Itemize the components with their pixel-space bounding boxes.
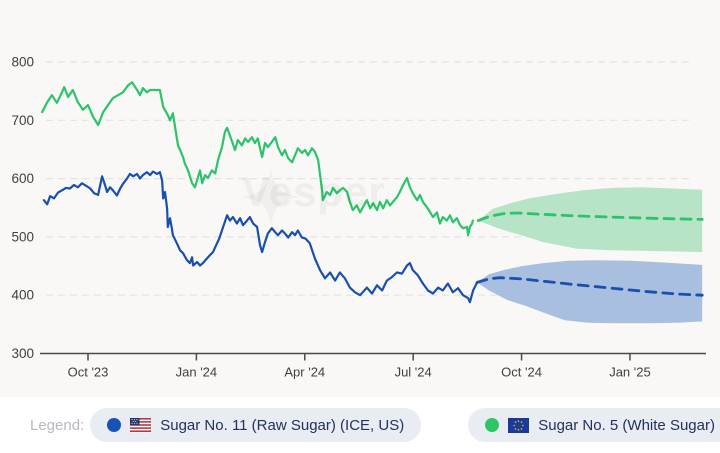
sugar11-history-line: [42, 170, 479, 304]
x-tick-label: Oct '23: [68, 365, 109, 380]
sugar5-history-line: [40, 81, 474, 237]
x-tick-label: Jan '25: [609, 365, 651, 380]
x-tick-label: Apr '24: [284, 365, 325, 380]
x-tick-label: Jul '24: [395, 365, 432, 380]
sugar11-series-dot-icon: [107, 418, 122, 432]
legend-item-label: Sugar No. 11 (Raw Sugar) (ICE, US): [160, 416, 405, 434]
legend-bar: Legend: Sugar No. 11 (Raw Sugar) (ICE,: [0, 397, 720, 453]
y-tick-label: 400: [11, 288, 34, 303]
y-tick-label: 700: [11, 113, 34, 128]
y-tick-label: 500: [11, 229, 34, 244]
legend-label: Legend:: [30, 416, 85, 434]
sugar5-series-dot-icon: [485, 418, 500, 432]
legend-item-label: Sugar No. 5 (White Sugar) (ICE, EU): [538, 416, 720, 434]
chart-canvas: Oct '23 Jan '24 Apr '24 Jul '24 Oct '24 Jan '…: [11, 55, 706, 380]
legend-item-sugar11[interactable]: Sugar No. 11 (Raw Sugar) (ICE, US): [90, 408, 422, 442]
sugar11-forecast-line: [475, 276, 704, 297]
y-tick-label: 600: [11, 171, 34, 186]
y-tick-label: 800: [11, 55, 34, 70]
eu-flag-icon: [508, 417, 530, 433]
price-chart[interactable]: Oct '23 Jan '24 Apr '24 Jul '24 Oct '24 Jan '…: [0, 0, 720, 397]
y-tick-label: 300: [11, 346, 34, 361]
legend-item-sugar5[interactable]: Sugar No. 5 (White Sugar) (ICE, EU): [468, 408, 720, 442]
sugar11-forecast-band: [477, 260, 703, 324]
sugar5-forecast-band: [478, 187, 703, 253]
sugar5-forecast-line: [476, 211, 704, 223]
us-flag-icon: [130, 417, 152, 433]
x-tick-label: Oct '24: [501, 365, 542, 380]
x-tick-label: Jan '24: [176, 365, 218, 380]
